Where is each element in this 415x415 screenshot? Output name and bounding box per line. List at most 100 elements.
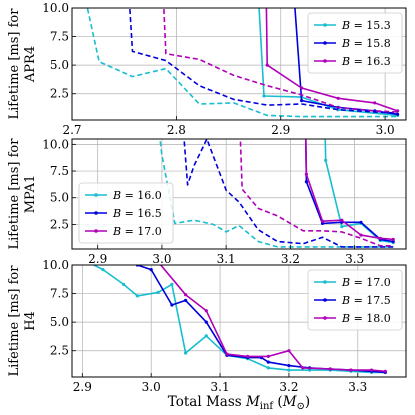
x-tick-label: 3.3 bbox=[348, 380, 367, 394]
legend-marker bbox=[323, 316, 327, 320]
legend-marker bbox=[323, 280, 327, 284]
data-point bbox=[320, 219, 325, 223]
data-point bbox=[304, 172, 308, 176]
y-tick-label: 10.0 bbox=[42, 1, 69, 15]
plot-frame bbox=[71, 7, 407, 121]
legend-marker bbox=[323, 23, 327, 27]
data-point bbox=[370, 368, 374, 372]
x-tick-label: 3.0 bbox=[376, 123, 395, 137]
data-point bbox=[373, 109, 377, 113]
data-point bbox=[101, 268, 105, 272]
x-tick-label: 3.0 bbox=[152, 252, 171, 266]
legend-entry: B = 15.3 bbox=[341, 19, 391, 32]
legend: B = 17.0 B = 17.5 B = 18.0 bbox=[307, 269, 403, 331]
x-tick-label: 3.2 bbox=[279, 380, 298, 394]
y-tick-label: 5.0 bbox=[50, 315, 69, 329]
data-point bbox=[184, 293, 188, 297]
panel-2: 2.9 3.0 3.1 3.2 3.3 2.5 5.0 7.5 10.0 Lifetime [ms… bbox=[7, 137, 407, 266]
x-tick-label: 3.3 bbox=[345, 252, 364, 266]
data-point bbox=[378, 236, 382, 240]
x-tick-label: 3.1 bbox=[211, 380, 230, 394]
y-tick-label: 7.5 bbox=[50, 164, 69, 178]
data-point bbox=[266, 360, 270, 364]
data-point bbox=[81, 258, 84, 261]
data-point bbox=[262, 94, 266, 98]
data-point bbox=[304, 180, 308, 184]
series-3-dashed-line bbox=[239, 139, 394, 247]
series-3-solid-line bbox=[265, 8, 398, 112]
data-point bbox=[122, 282, 126, 286]
data-point bbox=[340, 218, 344, 222]
data-point bbox=[135, 294, 139, 298]
legend-box bbox=[307, 269, 403, 331]
data-point bbox=[320, 221, 325, 225]
y-tick-label: 2.5 bbox=[50, 217, 69, 231]
data-point bbox=[225, 352, 229, 356]
plot-frame bbox=[71, 264, 407, 378]
data-point bbox=[301, 366, 305, 370]
y-axis-label: Lifetime [ms] forH4 bbox=[7, 265, 38, 377]
data-point bbox=[308, 368, 312, 372]
data-point bbox=[336, 96, 340, 100]
series-1-dashed-line bbox=[86, 8, 398, 118]
panel-1: 2.7 2.8 2.9 3.0 2.5 5.0 7.5 10.0 Lifetime [ms] f… bbox=[7, 1, 407, 137]
data-point bbox=[396, 109, 400, 113]
legend-marker bbox=[94, 211, 98, 215]
y-tick-label: 7.5 bbox=[50, 287, 69, 301]
y-tick-label: 2.5 bbox=[50, 87, 69, 101]
data-point bbox=[328, 367, 332, 371]
x-tick-label: 3.1 bbox=[217, 252, 236, 266]
data-point bbox=[396, 112, 400, 116]
series-2-dashed-line bbox=[129, 8, 398, 114]
data-point bbox=[300, 99, 304, 103]
legend-box bbox=[307, 12, 403, 74]
x-tick-label: 2.8 bbox=[167, 123, 186, 137]
data-point bbox=[149, 268, 153, 272]
legend-box bbox=[78, 182, 174, 244]
data-point bbox=[287, 364, 291, 368]
legend-marker bbox=[94, 193, 98, 197]
data-point bbox=[184, 298, 188, 302]
data-point bbox=[340, 225, 344, 229]
y-tick-label: 7.5 bbox=[50, 30, 69, 44]
plot-frame bbox=[71, 138, 407, 250]
legend-entry: B = 18.0 bbox=[341, 312, 391, 325]
x-tick-label: 2.9 bbox=[88, 252, 107, 266]
data-point bbox=[359, 220, 363, 224]
legend-entry: B = 17.0 bbox=[341, 276, 391, 289]
data-point bbox=[246, 354, 250, 358]
y-axis-label: Lifetime [ms] forMPA1 bbox=[7, 138, 38, 250]
data-point bbox=[391, 237, 395, 241]
data-point bbox=[383, 369, 387, 373]
y-tick-label: 5.0 bbox=[50, 58, 69, 72]
series-3-dashed-line bbox=[163, 8, 398, 113]
x-tick-label: 3.2 bbox=[281, 252, 300, 266]
data-point bbox=[266, 354, 270, 358]
legend-marker bbox=[94, 229, 98, 233]
legend: B = 15.3 B = 15.8 B = 16.3 bbox=[307, 12, 403, 74]
data-point bbox=[115, 252, 118, 255]
y-axis-label: Lifetime [ms] forAPR4 bbox=[7, 8, 38, 120]
data-point bbox=[349, 368, 353, 372]
legend-marker bbox=[323, 41, 327, 45]
legend: B = 16.0 B = 16.5 B = 17.0 bbox=[78, 182, 174, 244]
legend-marker bbox=[323, 298, 327, 302]
data-point bbox=[266, 366, 270, 370]
data-point bbox=[170, 303, 174, 307]
series-1-solid-line bbox=[324, 139, 394, 244]
x-tick-label: 3.0 bbox=[142, 380, 161, 394]
y-tick-label: 2.5 bbox=[50, 344, 69, 358]
y-tick-label: 5.0 bbox=[50, 191, 69, 205]
data-point bbox=[184, 351, 188, 355]
legend-entry: B = 17.0 bbox=[112, 225, 162, 238]
data-point bbox=[156, 290, 160, 294]
legend-entry: B = 15.8 bbox=[341, 37, 391, 50]
data-point bbox=[300, 86, 304, 90]
legend-entry: B = 16.5 bbox=[112, 207, 162, 220]
legend-marker bbox=[323, 59, 327, 63]
legend-entry: B = 16.0 bbox=[112, 189, 162, 202]
x-tick-label: 2.9 bbox=[271, 123, 290, 137]
data-point bbox=[265, 63, 269, 67]
data-point bbox=[359, 233, 363, 237]
